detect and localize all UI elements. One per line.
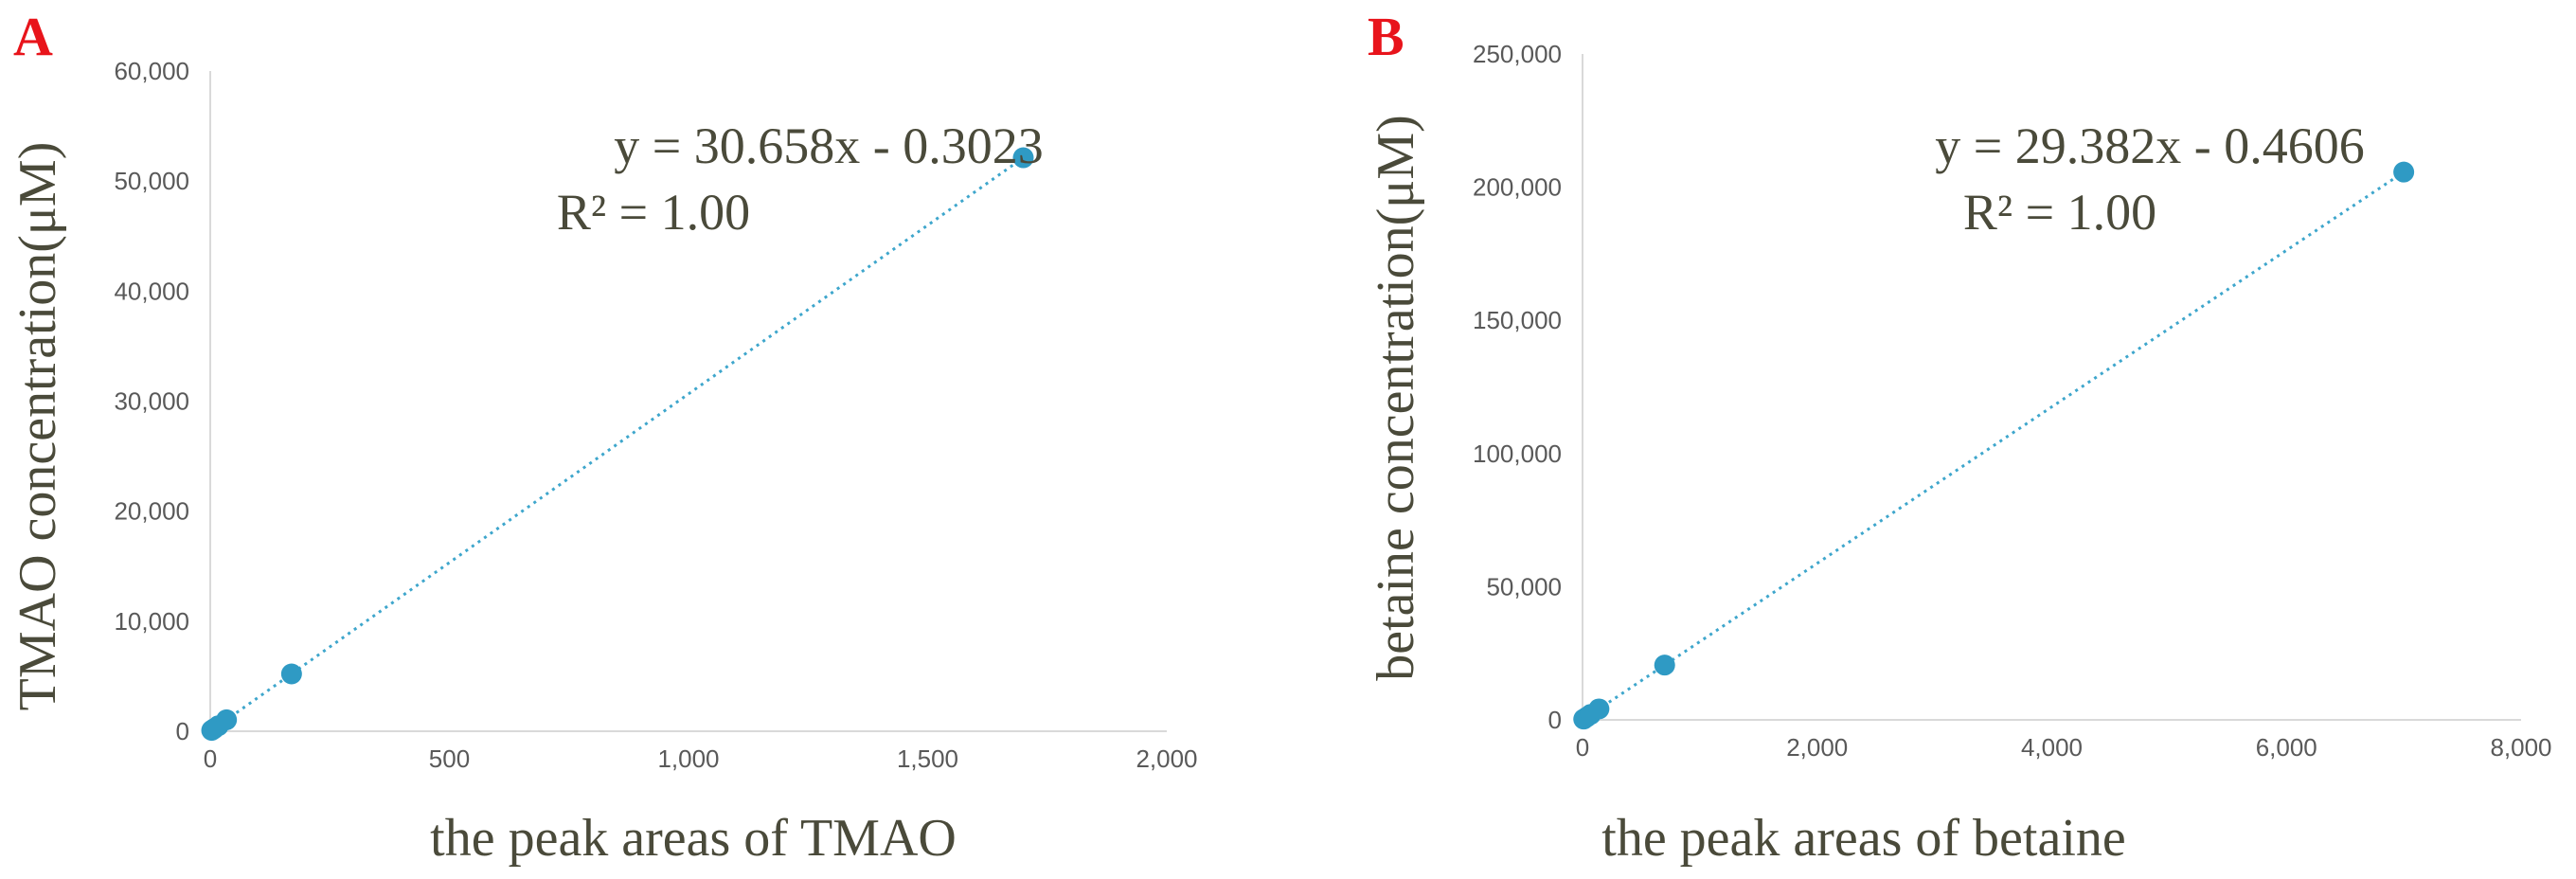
- y-tick-label: 50,000: [114, 167, 189, 195]
- marks-panel-b: [1573, 161, 2415, 730]
- axes-panel-b: [1582, 54, 2521, 721]
- data-point: [1012, 147, 1034, 169]
- y-tick-label: 40,000: [114, 277, 189, 305]
- data-point: [1588, 698, 1610, 720]
- r-squared-a: R² = 1.00: [557, 184, 750, 241]
- ticks-panel-b: 0 2,000 4,000 6,000 8,000 0 50,000 100,000 150,0…: [1473, 40, 2552, 762]
- r-squared-b: R² = 1.00: [1963, 184, 2156, 241]
- y-tick-label: 250,000: [1473, 40, 1562, 68]
- y-tick-label: 0: [1548, 706, 1562, 734]
- x-tick-label: 2,000: [1786, 733, 1848, 762]
- x-axis-title-b: the peak areas of betaine: [1601, 809, 2125, 868]
- data-point: [280, 663, 302, 685]
- y-tick-label: 0: [176, 717, 189, 745]
- x-tick-label: 0: [204, 744, 217, 773]
- y-tick-label: 20,000: [114, 497, 189, 526]
- y-tick-label: 150,000: [1473, 306, 1562, 334]
- x-tick-label: 500: [429, 744, 470, 773]
- panel-letter-a: A: [13, 6, 53, 67]
- trendline-a: [210, 156, 1025, 732]
- y-tick-label: 100,000: [1473, 440, 1562, 468]
- panel-b: B 0 2,000 4,000 6,000 8,000 0 50,000 100,000 150…: [1367, 6, 2552, 868]
- data-point: [1654, 655, 1675, 676]
- marks-panel-a: [201, 147, 1034, 742]
- y-tick-label: 10,000: [114, 607, 189, 636]
- y-tick-label: 60,000: [114, 57, 189, 85]
- y-axis-title-b: betaine concentration(μM): [1367, 115, 1425, 681]
- data-point: [2393, 161, 2415, 183]
- x-tick-label: 8,000: [2490, 733, 2551, 762]
- ticks-panel-a: 0 500 1,000 1,500 2,000 0 10,000 20,000 30,000 40…: [114, 57, 1197, 773]
- data-point: [216, 709, 238, 730]
- panel-letter-b: B: [1368, 6, 1404, 67]
- x-tick-label: 2,000: [1136, 744, 1197, 773]
- x-tick-label: 1,000: [657, 744, 719, 773]
- panel-a: A 0 500 1,000 1,500 2,000 0 10,000 20,000 30,000…: [9, 6, 1198, 868]
- trendline-b: [1583, 170, 2405, 721]
- trendline-equation-b: y = 29.382x - 0.4606: [1935, 117, 2364, 174]
- x-axis-title-a: the peak areas of TMAO: [430, 809, 957, 868]
- x-tick-label: 1,500: [897, 744, 958, 773]
- x-tick-label: 4,000: [2021, 733, 2083, 762]
- y-tick-label: 200,000: [1473, 173, 1562, 202]
- y-tick-label: 50,000: [1486, 572, 1562, 601]
- x-tick-label: 6,000: [2256, 733, 2317, 762]
- y-axis-title-a: TMAO concentration(μM): [9, 142, 67, 711]
- x-tick-label: 0: [1576, 733, 1589, 762]
- trendline-equation-a: y = 30.658x - 0.3023: [614, 117, 1043, 174]
- y-tick-label: 30,000: [114, 387, 189, 416]
- axes-panel-a: [209, 71, 1167, 732]
